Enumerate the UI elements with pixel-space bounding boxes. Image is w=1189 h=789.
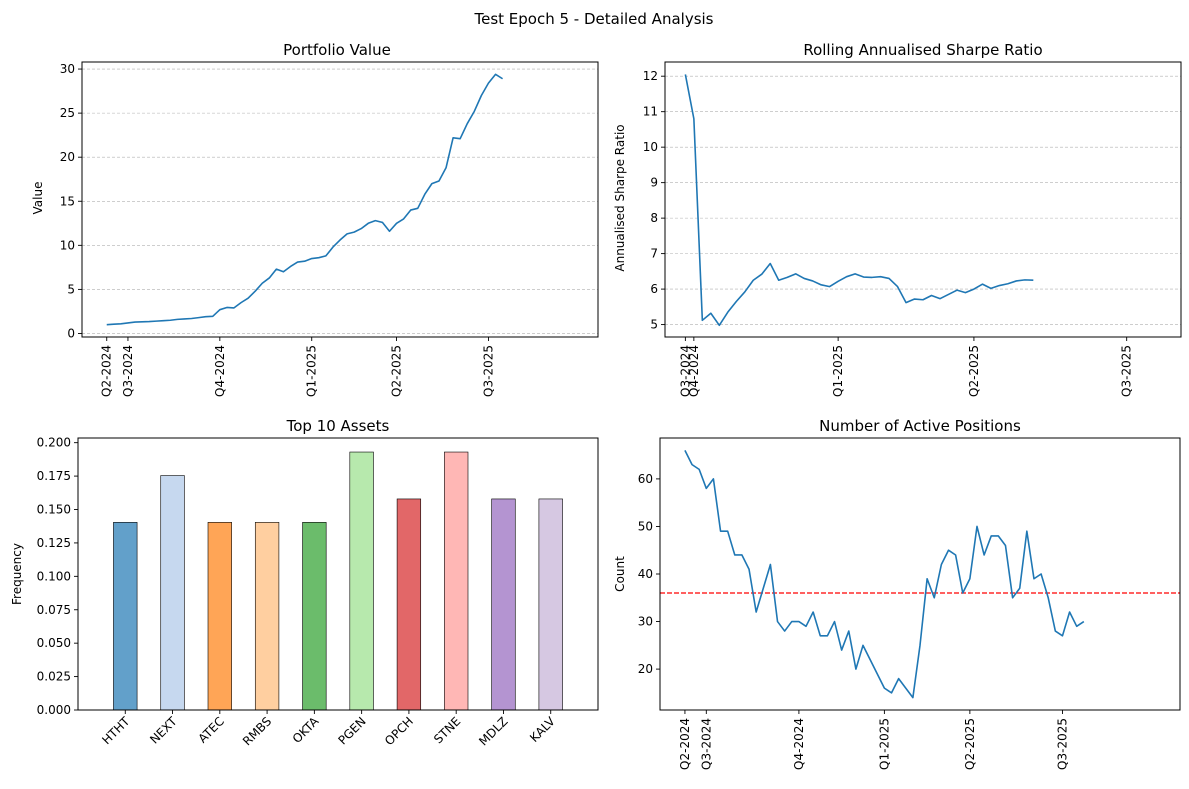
portfolio-y-tick-label: 0	[67, 326, 75, 340]
bar-atec	[207, 522, 232, 711]
positions-series-line	[684, 450, 1085, 699]
portfolio-x-tick-label: Q1-2025	[305, 345, 319, 397]
assets-chart-title: Top 10 Assets	[286, 417, 390, 435]
sharpe-x-tick-label: Q3-2025	[1120, 345, 1134, 397]
assets-x-tick-label: OPCH	[382, 714, 416, 748]
assets-y-tick-label: 0.000	[37, 703, 71, 717]
bar-mdlz	[491, 498, 516, 711]
portfolio-series-line	[106, 73, 504, 326]
sharpe-series-line	[684, 74, 1034, 327]
assets-x-tick-label: ATEC	[195, 714, 227, 746]
assets-y-tick-label: 0.100	[37, 569, 71, 583]
assets-y-tick-label: 0.125	[37, 536, 71, 550]
assets-plot-area: 0.000 0.025 0.050 0.075 0.100 0.125 0.150 0.175…	[37, 436, 599, 749]
sharpe-y-axis-label: Annualised Sharpe Ratio	[613, 124, 627, 271]
assets-x-tick-label: NEXT	[147, 714, 180, 747]
portfolio-x-tick-label: Q2-2025	[390, 345, 404, 397]
portfolio-x-tick-label: Q3-2024	[121, 345, 135, 397]
sharpe-y-tick-label: 12	[643, 69, 658, 83]
sharpe-x-tick-label: Q2-2025	[967, 345, 981, 397]
assets-x-tick-label: PGEN	[335, 714, 368, 747]
assets-x-tick-label: HTHT	[99, 714, 133, 748]
sharpe-y-tick-label: 11	[643, 105, 658, 119]
sharpe-x-tick-label: Q1-2025	[831, 345, 845, 397]
assets-y-tick-label: 0.200	[37, 436, 71, 450]
positions-x-tick-label: Q4-2024	[792, 718, 806, 770]
portfolio-y-axis-label: Value	[31, 182, 45, 215]
positions-x-tick-label: Q3-2025	[1055, 718, 1069, 770]
assets-x-tick-label: STNE	[431, 714, 463, 746]
portfolio-y-tick-label: 15	[60, 194, 75, 208]
sharpe-ratio-chart: Rolling Annualised Sharpe Ratio Annualis…	[613, 41, 1182, 397]
bar-opch	[396, 498, 422, 711]
portfolio-x-tick-label: Q4-2024	[213, 345, 227, 397]
positions-y-tick-label: 30	[638, 615, 653, 629]
assets-x-tick-label: MDLZ	[476, 714, 510, 748]
bar-htht	[113, 522, 138, 711]
bar-pgen	[349, 451, 374, 711]
top-assets-chart: Top 10 Assets Frequency 0.0000.0250.0500…	[10, 417, 599, 749]
positions-x-tick-label: Q3-2024	[699, 718, 713, 770]
portfolio-chart-title: Portfolio Value	[283, 41, 391, 59]
positions-x-tick-label: Q2-2024	[678, 718, 692, 770]
assets-frame	[77, 437, 599, 711]
bar-rmbs	[254, 522, 280, 711]
bar-stne	[444, 451, 469, 711]
assets-y-tick-label: 0.025	[37, 670, 71, 684]
positions-x-tick-label: Q2-2025	[963, 718, 977, 770]
portfolio-y-tick-label: 10	[60, 238, 75, 252]
portfolio-value-chart: Portfolio Value Value 0 5 10 15 20 25 30 Q2-202…	[31, 41, 599, 397]
portfolio-y-tick-label: 5	[67, 282, 75, 296]
positions-y-tick-label: 60	[638, 472, 653, 486]
figure-title: Test Epoch 5 - Detailed Analysis	[473, 10, 713, 28]
sharpe-x-tick-label: Q3-2024	[678, 345, 692, 397]
active-positions-chart: Number of Active Positions Count 20 30 40 5…	[613, 417, 1181, 770]
positions-y-tick-label: 20	[638, 662, 653, 676]
assets-y-tick-label: 0.075	[37, 603, 71, 617]
positions-plot-area: 20 30 40 50 60 Q2-2024 Q3-2024 Q4-2024 Q1-2025 Q2…	[638, 437, 1181, 770]
sharpe-chart-title: Rolling Annualised Sharpe Ratio	[803, 41, 1042, 59]
assets-y-tick-label: 0.150	[37, 503, 71, 517]
portfolio-y-tick-label: 25	[60, 106, 75, 120]
assets-y-tick-label: 0.175	[37, 469, 71, 483]
portfolio-frame	[81, 61, 599, 338]
positions-x-tick-label: Q1-2025	[877, 718, 891, 770]
positions-frame	[659, 437, 1181, 711]
sharpe-y-tick-label: 5	[650, 318, 658, 332]
sharpe-y-tick-label: 9	[650, 176, 658, 190]
assets-x-tick-label: KALV	[527, 714, 558, 745]
portfolio-y-tick-label: 30	[60, 62, 75, 76]
sharpe-y-tick-label: 6	[650, 282, 658, 296]
bar-next	[160, 475, 185, 711]
portfolio-x-tick-label: Q2-2024	[100, 345, 114, 397]
assets-x-tick-label: RMBS	[240, 714, 274, 748]
assets-x-tick-label: OKTA	[290, 714, 322, 746]
portfolio-plot-area: 0 5 10 15 20 25 30 Q2-2024 Q3-2024 Q4-2024 Q1-2025…	[60, 61, 599, 397]
positions-y-axis-label: Count	[613, 556, 627, 592]
sharpe-x-tick-label: Q4-2024	[687, 345, 701, 397]
positions-chart-title: Number of Active Positions	[819, 417, 1021, 435]
sharpe-y-tick-label: 8	[650, 211, 658, 225]
sharpe-frame	[664, 61, 1182, 338]
sharpe-y-tick-label: 10	[643, 140, 658, 154]
assets-y-tick-label: 0.050	[37, 636, 71, 650]
bar-okta	[302, 522, 327, 711]
positions-y-tick-label: 50	[638, 519, 653, 533]
bar-kalv	[538, 498, 563, 711]
portfolio-x-tick-label: Q3-2025	[481, 345, 495, 397]
sharpe-y-tick-label: 7	[650, 247, 658, 261]
assets-y-axis-label: Frequency	[10, 543, 24, 605]
positions-y-tick-label: 40	[638, 567, 653, 581]
portfolio-y-tick-label: 20	[60, 150, 75, 164]
